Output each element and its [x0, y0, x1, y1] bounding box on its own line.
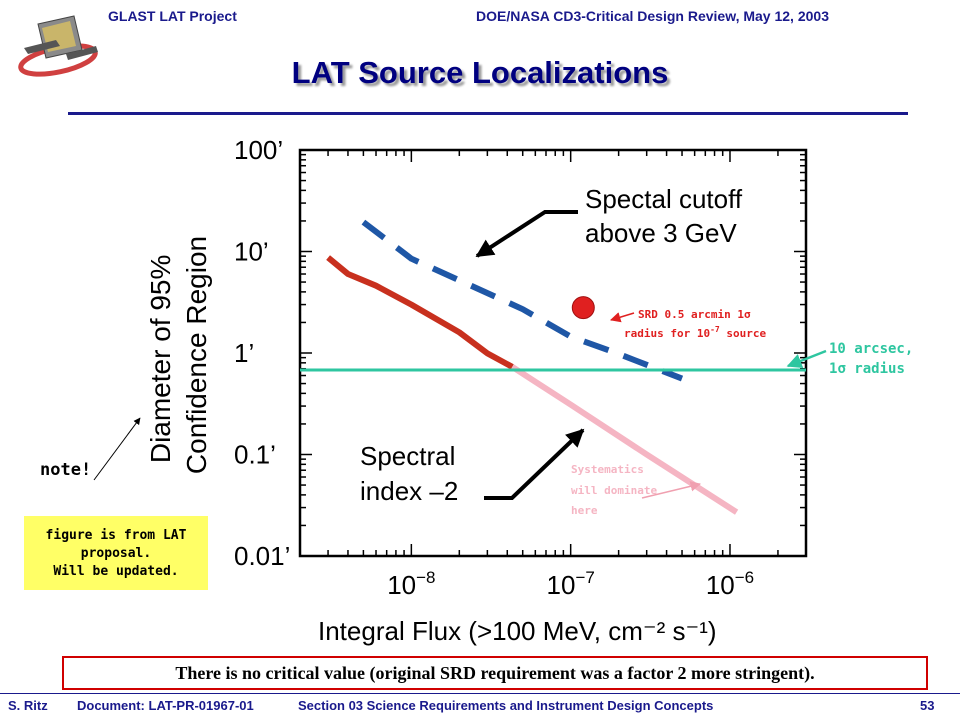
note-arrow [93, 417, 141, 481]
footer-document: Document: LAT-PR-01967-01 [77, 698, 254, 713]
footer-rule [0, 693, 960, 694]
y-axis-label-line2: Confidence Region [181, 236, 212, 474]
y-tick-label: 1’ [234, 338, 254, 368]
arcsec-line2-end: radius [846, 361, 905, 377]
index-arrow [484, 428, 585, 500]
srd-exponent: -7 [710, 325, 720, 334]
note-box-line3: Will be updated. [53, 564, 179, 579]
srd-line2-end: source [720, 327, 767, 340]
cutoff-arrow [475, 210, 578, 258]
annotation-spectral-cutoff: Spectal cutoff above 3 GeV [585, 184, 749, 248]
footer-section: Section 03 Science Requirements and Inst… [298, 698, 714, 713]
y-tick-label: 100’ [234, 135, 283, 165]
index-line1: Spectral [360, 441, 455, 471]
x-tick-label: 10−7 [547, 568, 595, 600]
annotation-srd: SRD 0.5 arcmin 1σ radius for 10-7 source [624, 308, 766, 340]
srd-line1: SRD 0.5 arcmin 1 [638, 308, 744, 321]
srd-line2: radius for 10 [624, 327, 710, 340]
cutoff-line1: Spectal cutoff [585, 184, 743, 214]
annotation-spectral-index: Spectral index –2 [360, 441, 463, 506]
annotation-arcsec: 10 arcsec, 1σ radius [829, 341, 922, 377]
arcsec-sigma: σ [837, 361, 845, 377]
header-project: GLAST LAT Project [108, 8, 237, 24]
y-axis-label-line1: Diameter of 95% [145, 255, 176, 464]
note-box: figure is from LAT proposal. Will be upd… [24, 516, 208, 590]
footer-page-number: 53 [920, 698, 935, 713]
systematics-arrow [641, 481, 702, 499]
y-tick-label: 0.1’ [234, 440, 276, 470]
note-label: note! [40, 460, 92, 480]
cutoff-line2: above 3 GeV [585, 218, 737, 248]
footer-author: S. Ritz [8, 698, 48, 713]
y-tick-label: 10’ [234, 237, 269, 267]
systematics-line1: Systematics [571, 463, 644, 476]
systematics-line2: will dominate [571, 484, 657, 497]
y-axis-label: Diameter of 95% Confidence Region [145, 236, 212, 474]
series-index-2-bright [326, 255, 514, 370]
systematics-line3: here [571, 504, 598, 517]
srd-requirement-point [571, 296, 595, 320]
arcsec-line1: 10 arcsec, [829, 341, 913, 357]
header-review: DOE/NASA CD3-Critical Design Review, May… [476, 8, 829, 24]
x-tick-label: 10−8 [387, 568, 435, 600]
y-tick-label: 0.01’ [234, 541, 290, 571]
srd-sigma: σ [744, 308, 751, 321]
series-spectral-cutoff [361, 219, 684, 382]
slide-title: LAT Source Localizations [291, 55, 669, 90]
index-line2: index –2 [360, 476, 458, 506]
x-axis-label: Integral Flux (>100 MeV, cm⁻² s⁻¹) [318, 616, 717, 646]
title-rule [68, 112, 908, 115]
note-box-line2: proposal. [80, 546, 152, 561]
annotation-systematics: Systematics will dominate here [571, 463, 664, 517]
note-box-line1: figure is from LAT [45, 528, 187, 543]
srd-arrow [609, 312, 635, 323]
x-tick-label: 10−6 [706, 568, 754, 600]
glast-satellite-logo [18, 15, 98, 77]
statement-box: There is no critical value (original SRD… [62, 656, 928, 690]
arcsec-arrow [786, 349, 827, 369]
arcsec-line2: 1 [829, 361, 837, 377]
